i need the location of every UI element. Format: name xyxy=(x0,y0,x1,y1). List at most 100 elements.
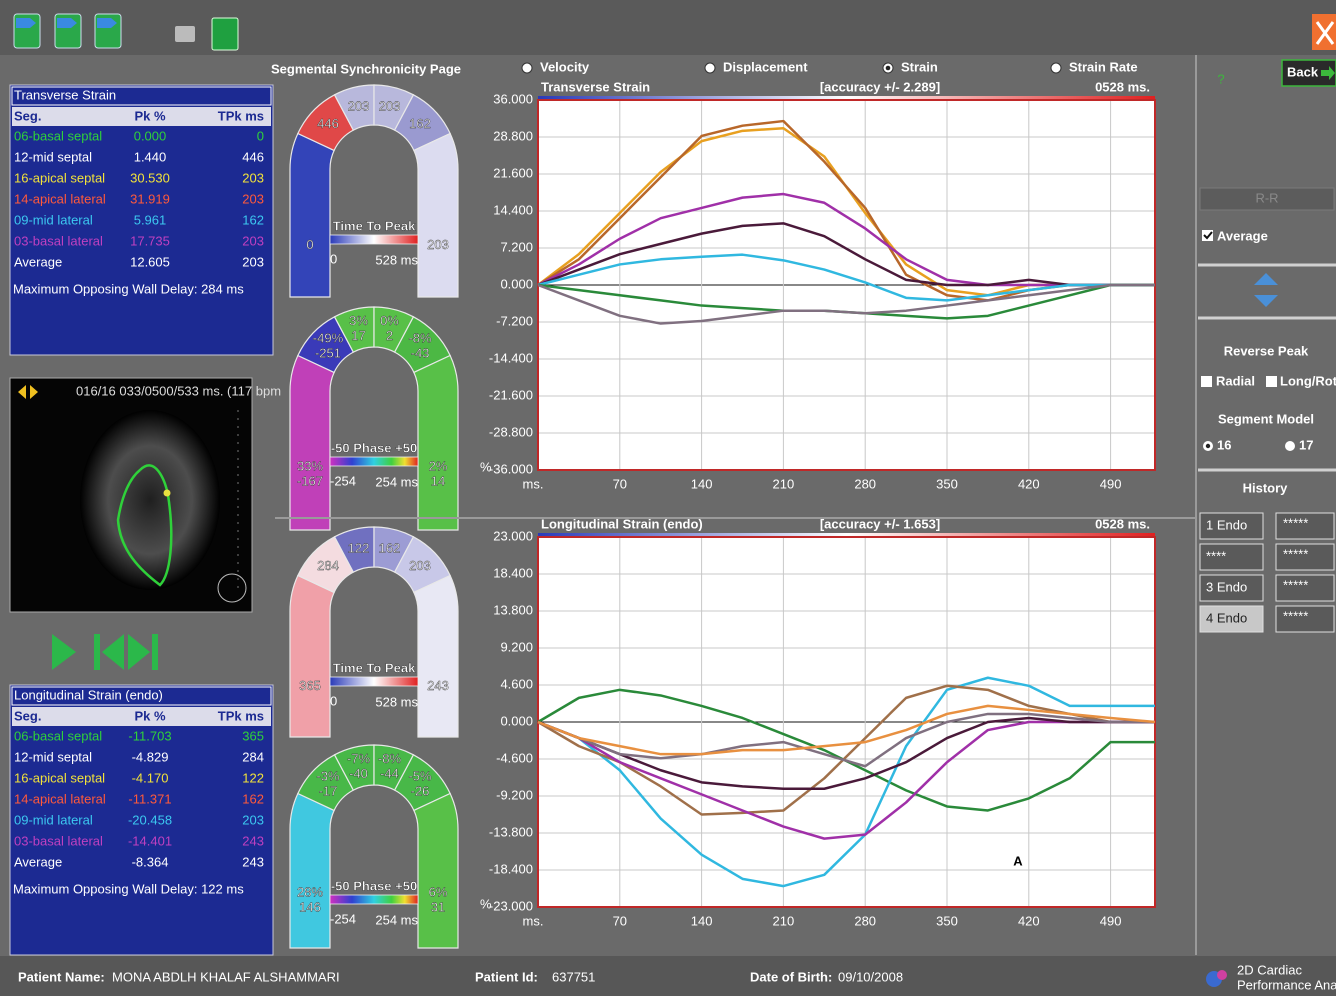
table-cell: Average xyxy=(14,854,62,869)
map-segment xyxy=(290,794,334,948)
history-label[interactable]: 4 Endo xyxy=(1206,610,1247,625)
mode-label[interactable]: Velocity xyxy=(540,59,590,74)
mode-radio[interactable] xyxy=(705,63,715,73)
radial-checkbox[interactable] xyxy=(1201,376,1212,387)
history-field-text: ***** xyxy=(1283,515,1308,530)
toolbar xyxy=(0,0,1336,55)
mode-label[interactable]: Displacement xyxy=(723,59,808,74)
help-button[interactable]: ? xyxy=(1217,71,1224,86)
longrot-checkbox[interactable] xyxy=(1266,376,1277,387)
segment-label: 122 xyxy=(348,540,370,555)
table-cell: 09-mid lateral xyxy=(14,812,93,827)
segment-label: 17 xyxy=(351,328,365,343)
table-cell: 243 xyxy=(242,833,264,848)
contour-point xyxy=(164,490,171,497)
segment-label: 2 xyxy=(386,328,393,343)
table-cell: -4.170 xyxy=(132,770,169,785)
x-tick-label: 210 xyxy=(773,913,795,928)
segment-label: -17 xyxy=(319,783,338,798)
y-tick-label: 14.400 xyxy=(493,202,533,217)
map-caption: Time To Peak xyxy=(333,218,416,233)
table-cell: 16-apical septal xyxy=(14,170,105,185)
segment-label: -26 xyxy=(411,783,430,798)
camera-button[interactable] xyxy=(175,26,195,42)
y-tick-label: 0.000 xyxy=(500,276,533,291)
save-button[interactable] xyxy=(212,18,238,50)
average-label[interactable]: Average xyxy=(1217,228,1268,243)
x-tick-label: 420 xyxy=(1018,476,1040,491)
radial-label[interactable]: Radial xyxy=(1216,373,1255,388)
y-tick-label: -9.200 xyxy=(496,787,533,802)
model-label[interactable]: 16 xyxy=(1217,437,1231,452)
table-cell: 162 xyxy=(242,212,264,227)
model-radio-dot xyxy=(1206,444,1210,448)
table-cell: Average xyxy=(14,254,62,269)
segment-label: -40 xyxy=(349,766,368,781)
chart-accuracy: [accuracy +/- 2.289] xyxy=(820,79,940,94)
table-cell: 203 xyxy=(242,170,264,185)
table-cell: 203 xyxy=(242,812,264,827)
mode-label[interactable]: Strain xyxy=(901,59,938,74)
y-tick-label: 13.800 xyxy=(493,602,533,617)
history-title: History xyxy=(1243,480,1289,495)
map-colorbar xyxy=(330,677,418,686)
model-label[interactable]: 17 xyxy=(1299,437,1313,452)
map-segment xyxy=(290,356,334,530)
back-label[interactable]: Back xyxy=(1287,64,1319,79)
x-tick-label: 350 xyxy=(936,913,958,928)
map-min: 0 xyxy=(330,251,337,266)
table-header: Seg. xyxy=(14,108,41,123)
table-cell: 0 xyxy=(257,128,264,143)
segment-label: 446 xyxy=(317,116,339,131)
x-tick-label: 350 xyxy=(936,476,958,491)
history-label[interactable]: **** xyxy=(1206,548,1226,563)
map-colorbar xyxy=(330,235,418,244)
x-tick-label: 210 xyxy=(773,476,795,491)
table-cell: 14-apical lateral xyxy=(14,191,106,206)
chart-duration: 0528 ms. xyxy=(1095,516,1150,531)
table-cell: 122 xyxy=(242,770,264,785)
map-max: 528 ms xyxy=(375,252,418,267)
table-header: TPk ms xyxy=(218,108,264,123)
mode-radio[interactable] xyxy=(522,63,532,73)
x-tick-label: 140 xyxy=(691,913,713,928)
map-segment xyxy=(414,134,458,297)
history-label[interactable]: 3 Endo xyxy=(1206,579,1247,594)
table-cell: -11.371 xyxy=(128,791,171,806)
brand-line: Performance Analysis xyxy=(1237,977,1336,992)
reverse-peak-title: Reverse Peak xyxy=(1224,343,1309,358)
table-cell: 203 xyxy=(242,254,264,269)
y-tick-label: 4.600 xyxy=(500,676,533,691)
dob: 09/10/2008 xyxy=(838,969,903,984)
x-axis-label: ms. xyxy=(523,913,544,928)
rr-label: R-R xyxy=(1255,190,1278,205)
map-segment xyxy=(414,576,458,737)
segment-label: 2% xyxy=(429,458,448,473)
y-tick-label: 7.200 xyxy=(500,239,533,254)
y-tick-label: 0.000 xyxy=(500,713,533,728)
mode-radio[interactable] xyxy=(1051,63,1061,73)
segment-label: 28% xyxy=(297,884,323,899)
table-cell: 0.000 xyxy=(134,128,167,143)
y-tick-label: -28.800 xyxy=(489,424,533,439)
longrot-label[interactable]: Long/Rot xyxy=(1280,373,1336,388)
segment-label: 284 xyxy=(317,558,339,573)
table-header: Pk % xyxy=(134,708,166,723)
segment-label: 14 xyxy=(431,473,445,488)
model-radio[interactable] xyxy=(1285,441,1295,451)
x-tick-label: 280 xyxy=(854,913,876,928)
segment-label: 203 xyxy=(409,558,431,573)
table-title: Transverse Strain xyxy=(14,87,116,102)
table-footer: Maximum Opposing Wall Delay: 122 ms xyxy=(13,881,244,896)
mode-label[interactable]: Strain Rate xyxy=(1069,59,1138,74)
app-window: Segmental Synchronicity PageVelocityDisp… xyxy=(0,0,1336,996)
chart-accuracy: [accuracy +/- 1.653] xyxy=(820,516,940,531)
map-colorbar xyxy=(330,895,418,904)
segment-label: -3% xyxy=(316,768,340,783)
map-caption: -50 Phase +50 xyxy=(331,440,417,455)
table-cell: 30.530 xyxy=(130,170,170,185)
history-field-text: ***** xyxy=(1283,608,1308,623)
segment-label: 33% xyxy=(297,458,323,473)
table-cell: 12.605 xyxy=(130,254,170,269)
history-label[interactable]: 1 Endo xyxy=(1206,517,1247,532)
